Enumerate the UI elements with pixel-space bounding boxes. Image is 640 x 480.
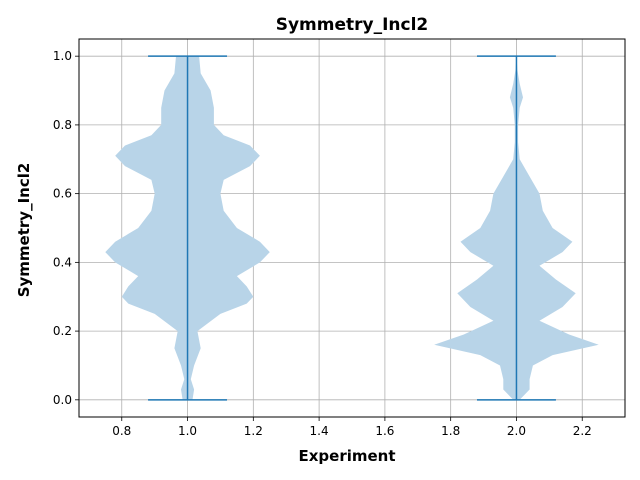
x-axis-ticks: 0.8 1.0 1.2 1.4 1.6 1.8 2.0 2.2 [112, 417, 592, 438]
y-axis-title: Symmetry_Incl2 [15, 163, 33, 298]
y-tick-label: 0.4 [53, 255, 72, 269]
violins-layer [105, 55, 599, 401]
x-tick-label: 0.8 [112, 424, 131, 438]
x-tick-label: 1.8 [441, 424, 460, 438]
x-tick-label: 1.4 [310, 424, 329, 438]
y-tick-label: 1.0 [53, 49, 72, 63]
x-tick-label: 2.0 [507, 424, 526, 438]
x-tick-label: 1.6 [375, 424, 394, 438]
y-tick-label: 0.8 [53, 118, 72, 132]
y-tick-label: 0.2 [53, 324, 72, 338]
x-tick-label: 1.0 [178, 424, 197, 438]
x-tick-label: 1.2 [244, 424, 263, 438]
y-axis-ticks: 0.0 0.2 0.4 0.6 0.8 1.0 [53, 49, 79, 407]
x-axis-title: Experiment [298, 447, 395, 465]
x-tick-label: 2.2 [573, 424, 592, 438]
chart-title: Symmetry_Incl2 [276, 15, 429, 35]
y-tick-label: 0.0 [53, 393, 72, 407]
plot-area-frame [78, 38, 626, 418]
y-tick-label: 0.6 [53, 187, 72, 201]
